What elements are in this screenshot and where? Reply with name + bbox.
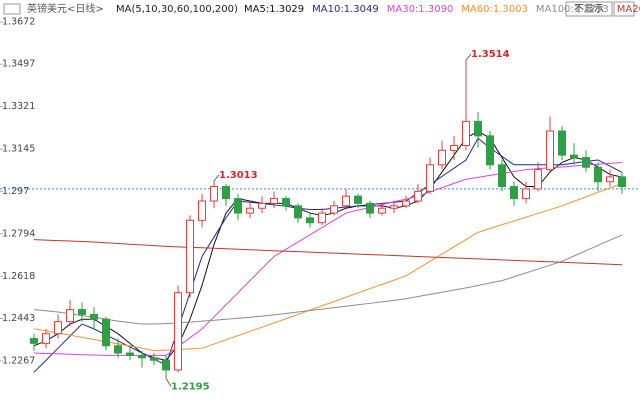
ma-line <box>33 239 623 266</box>
ma-line <box>33 234 623 325</box>
candle-body <box>450 145 458 151</box>
legend-entry: MA200 <box>617 4 640 15</box>
candle-body <box>366 202 374 214</box>
ma-line <box>33 130 623 361</box>
candle-body <box>546 130 554 171</box>
candle-body <box>474 120 482 137</box>
candle-body <box>66 309 74 323</box>
candle-body <box>438 149 446 166</box>
candle-body <box>162 359 170 371</box>
annotation-leader <box>213 174 220 182</box>
candle-body <box>342 195 350 207</box>
candle-body <box>90 313 98 320</box>
hide-button[interactable] <box>565 1 613 17</box>
annotation-label: 1.2195 <box>171 381 210 392</box>
candle-body <box>426 164 434 192</box>
candle-body <box>234 198 242 214</box>
candle-body <box>402 200 410 207</box>
candle-body <box>486 135 494 166</box>
annotation-label: 1.3514 <box>471 49 510 60</box>
legend-entry: MA5:1.3029 <box>244 4 304 15</box>
y-tick-label: 1.3145 <box>2 144 35 155</box>
y-tick-label: 1.2794 <box>2 228 35 239</box>
candle-body <box>606 176 614 183</box>
y-tick-label: 1.3497 <box>2 59 35 70</box>
candle-body <box>138 354 146 359</box>
candle-body <box>258 202 266 209</box>
candle-body <box>210 186 218 202</box>
candle-body <box>594 166 602 183</box>
annotation-label: 1.3013 <box>219 170 258 181</box>
candle-body <box>306 217 314 224</box>
ma-line <box>33 137 623 373</box>
annotation-leader <box>465 53 472 61</box>
icon <box>3 3 21 15</box>
candle-body <box>186 219 194 294</box>
candle-body <box>174 292 182 371</box>
chart-title: 英镑美元<日线> <box>27 2 104 15</box>
legend-entry: MA10:1.3049 <box>312 4 379 15</box>
candle-body <box>150 357 158 361</box>
candle-body <box>294 205 302 219</box>
legend-entry: MA100:1.2793 <box>536 4 609 15</box>
candle-body <box>330 205 338 214</box>
candle-body <box>510 186 518 200</box>
candle-body <box>114 345 122 354</box>
candle-body <box>102 318 110 347</box>
candle-body <box>354 195 362 204</box>
legend-entry: MA60:1.3003 <box>461 4 528 15</box>
candle-body <box>318 212 326 224</box>
candle-body <box>498 164 506 188</box>
candle-body <box>618 176 626 188</box>
candle-body <box>582 157 590 168</box>
candle-body <box>246 207 254 214</box>
candle-body <box>126 352 134 356</box>
candle-body <box>378 207 386 214</box>
y-tick-label: 1.3672 <box>2 16 35 27</box>
candle-body <box>30 338 38 344</box>
y-tick-label: 1.3321 <box>2 101 35 112</box>
y-tick-label: 1.2267 <box>2 355 35 366</box>
annotation-leader <box>165 378 172 387</box>
legend-entry: MA30:1.3090 <box>387 4 454 15</box>
hide-button-label[interactable]: 不显示 <box>574 3 604 15</box>
candle-body <box>282 198 290 207</box>
candle-body <box>570 154 578 159</box>
candle-body <box>42 333 50 344</box>
candle-body <box>198 200 206 221</box>
candle-body <box>414 190 422 202</box>
y-tick-label: 1.2443 <box>2 313 35 324</box>
y-tick-label: 1.297 <box>2 186 29 197</box>
candle-body <box>222 186 230 200</box>
y-tick-label: 1.2618 <box>2 271 35 282</box>
candle-body <box>54 321 62 335</box>
candle-body <box>558 130 566 156</box>
ma-line <box>33 182 623 352</box>
candle-body <box>270 198 278 204</box>
settings-button[interactable] <box>613 1 635 17</box>
indicator-label: MA(5,10,30,60,100,200) <box>116 4 238 15</box>
candle-body <box>462 120 470 147</box>
candle-body <box>522 188 530 200</box>
candle-body <box>534 169 542 190</box>
candle-body <box>78 309 86 315</box>
candle-body <box>390 205 398 209</box>
